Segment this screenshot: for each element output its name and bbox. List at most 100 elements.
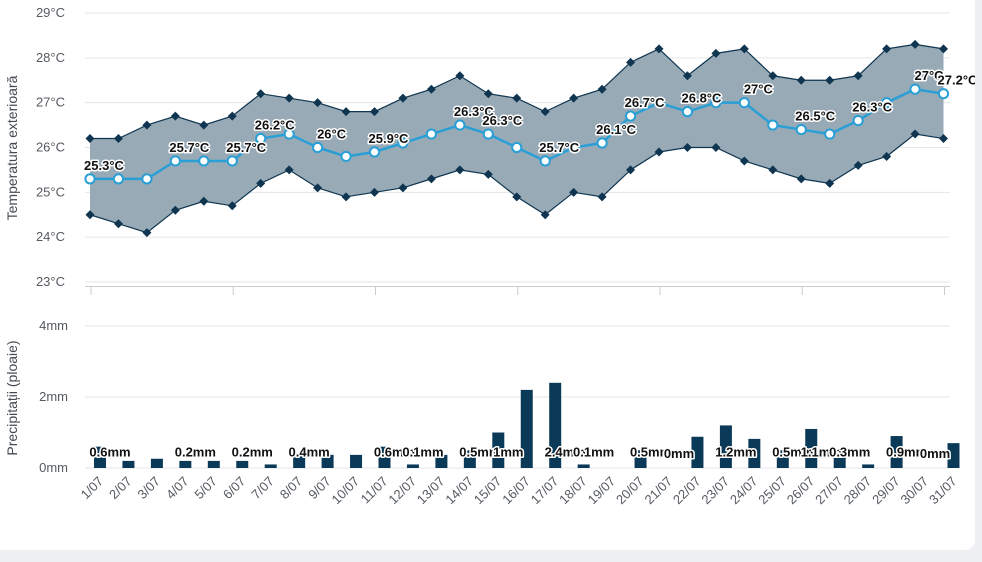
temperature-avg-point <box>824 128 836 140</box>
temperature-min-point <box>455 165 465 175</box>
precipitation-data-label: 0.1mm <box>402 445 443 460</box>
temperature-data-label: 25.7°C <box>169 140 210 155</box>
temperature-avg-point <box>312 141 324 154</box>
temperature-avg-point <box>738 97 750 109</box>
precipitation-bar <box>862 464 875 468</box>
temperature-min-point <box>768 165 778 175</box>
temperature-avg-point <box>539 155 551 167</box>
x-tick-label: 5/07 <box>191 474 220 503</box>
temperature-data-label: 26.1°C <box>596 122 637 137</box>
x-tick-label: 24/07 <box>727 474 761 508</box>
temperature-range-band <box>90 44 944 233</box>
precipitation-bar <box>236 460 249 468</box>
precipitation-data-label: 0mm <box>920 446 950 461</box>
precipitation-bar <box>150 458 163 468</box>
temperature-min-point <box>796 174 806 184</box>
temperature-avg-point <box>596 137 608 149</box>
temperature-min-point <box>825 178 835 188</box>
temperature-max-point <box>796 75 806 85</box>
precipitation-data-label: 0.2mm <box>175 445 216 460</box>
x-tick-label: 10/07 <box>329 474 363 508</box>
precipitation-bar <box>321 454 334 468</box>
temperature-data-label: 26.3°C <box>482 113 523 128</box>
temperature-min-point <box>142 228 152 238</box>
temperature-max-point <box>882 44 892 54</box>
temperature-max-point <box>512 93 522 103</box>
temperature-min-point <box>626 165 636 175</box>
x-tick-label: 19/07 <box>585 474 619 508</box>
temperature-min-point <box>853 160 863 170</box>
x-tick-label: 12/07 <box>385 474 419 508</box>
temperature-min-point <box>682 143 692 152</box>
temperature-avg-point <box>169 155 181 167</box>
precipitation-bar <box>122 460 135 468</box>
temperature-data-label: 26.8°C <box>682 91 723 106</box>
x-tick-label: 22/07 <box>670 474 704 508</box>
temperature-avg-point <box>368 146 381 158</box>
temperature-max-point <box>313 98 323 108</box>
temperature-min-point <box>398 183 408 193</box>
x-tick-label: 23/07 <box>698 474 732 508</box>
precipitation-data-label: 1.2mm <box>715 445 756 460</box>
temperature-data-label: 26.2°C <box>255 118 296 133</box>
x-tick-label: 20/07 <box>613 474 647 508</box>
temperature-min-point <box>284 165 294 175</box>
x-tick-label: 6/07 <box>220 474 249 503</box>
temperature-max-point <box>256 89 266 99</box>
precipitation-bar <box>207 460 220 468</box>
temperature-min-point <box>882 151 892 161</box>
precipitation-tick-label: 0mm <box>39 460 68 475</box>
precipitation-bar <box>264 464 277 468</box>
temperature-max-point <box>370 107 379 117</box>
temperature-min-point <box>85 210 95 220</box>
temperature-avg-point <box>568 141 580 154</box>
precipitation-bar <box>520 389 533 468</box>
x-tick-label: 31/07 <box>926 474 960 508</box>
temperature-min-point <box>426 174 436 184</box>
temperature-max-point <box>654 44 664 54</box>
x-tick-label: 16/07 <box>499 474 533 508</box>
temperature-min-point <box>370 187 379 197</box>
temperature-min-point <box>170 205 180 215</box>
temperature-avg-point <box>511 141 523 154</box>
precipitation-axis-title: Precipitații (ploaie) <box>4 340 20 455</box>
temperature-tick-label: 29°C <box>36 5 65 20</box>
x-tick-label: 25/07 <box>755 474 789 508</box>
temperature-avg-point <box>340 150 352 163</box>
x-tick-label: 13/07 <box>414 474 448 508</box>
temperature-max-point <box>398 93 408 103</box>
precipitation-data-label: 0.9mm <box>886 445 927 460</box>
precipitation-bar <box>577 464 590 468</box>
precipitation-bar <box>776 450 789 468</box>
temperature-avg-point <box>84 173 96 185</box>
x-tick-label: 29/07 <box>869 474 903 508</box>
x-tick-label: 18/07 <box>556 474 590 508</box>
x-tick-label: 8/07 <box>277 474 306 503</box>
x-tick-label: 28/07 <box>841 474 875 508</box>
temperature-max-point <box>711 48 721 58</box>
precipitation-bar <box>719 425 732 468</box>
temperature-min-point <box>256 178 266 188</box>
x-tick-label: 1/07 <box>78 474 107 503</box>
precipitation-data-label: 0.4mm <box>289 445 330 460</box>
temperature-max-point <box>569 93 579 103</box>
temperature-max-point <box>455 71 465 81</box>
precipitation-bar <box>833 457 846 468</box>
precipitation-bar <box>492 432 505 468</box>
x-tick-label: 21/07 <box>642 474 676 508</box>
temperature-max-point <box>170 111 180 121</box>
precipitation-bar <box>947 443 960 468</box>
temperature-max-point <box>825 75 835 85</box>
precipitation-data-label: 0.5mm <box>459 445 500 460</box>
temperature-avg-point <box>624 110 637 122</box>
temperature-min-point <box>483 169 493 179</box>
temperature-avg-point <box>681 106 694 118</box>
temperature-avg-point <box>852 115 864 127</box>
x-tick-label: 3/07 <box>135 474 164 503</box>
precipitation-data-label: 0.3mm <box>829 445 870 460</box>
temperature-data-label: 25.7°C <box>539 140 580 155</box>
precipitation-bar <box>406 464 419 468</box>
temperature-avg-point <box>909 83 921 95</box>
temperature-avg-point <box>226 155 238 167</box>
precipitation-data-label: 0.6mm <box>374 445 415 460</box>
